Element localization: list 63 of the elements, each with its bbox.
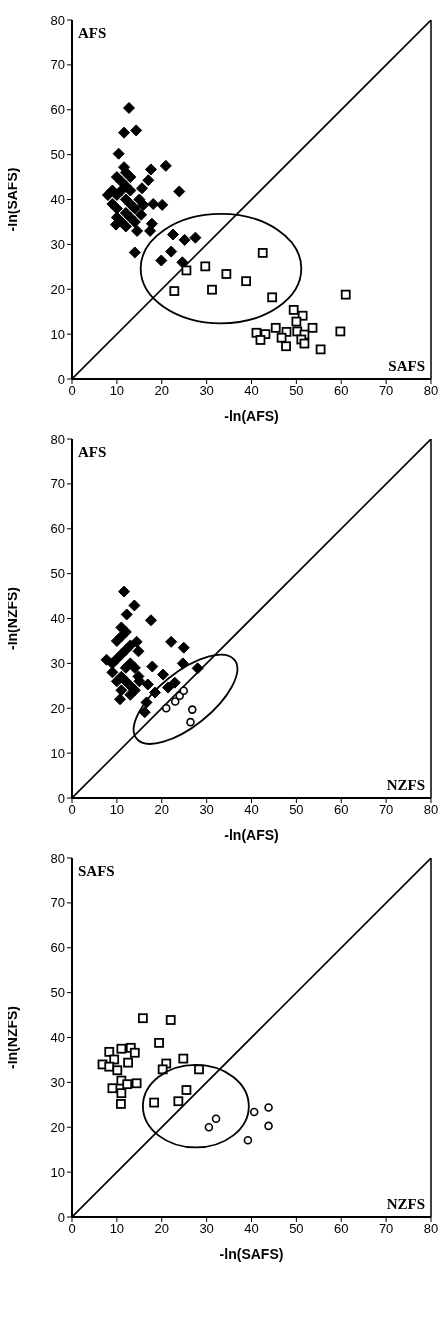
y-tick-label: 0 xyxy=(57,790,65,806)
y-tick-label: 40 xyxy=(50,192,65,208)
y-tick-label: 20 xyxy=(50,281,65,297)
x-tick-label: 70 xyxy=(378,383,394,399)
y-tick-label: 60 xyxy=(50,521,65,537)
y-tick-label: 10 xyxy=(50,745,65,761)
y-tick-label: 70 xyxy=(50,476,65,492)
y-tick-label: 30 xyxy=(50,236,65,252)
x-tick-label: 20 xyxy=(154,1221,169,1237)
x-tick-label: 30 xyxy=(199,1221,214,1237)
x-tick-label: 80 xyxy=(423,802,439,818)
x-tick-label: 40 xyxy=(244,383,259,399)
x-tick-label: 70 xyxy=(378,802,394,818)
x-tick-label: 40 xyxy=(244,1221,259,1237)
x-tick-label: 0 xyxy=(68,383,76,399)
y-tick-label: 30 xyxy=(50,1074,65,1090)
y-tick-label: 60 xyxy=(50,102,65,118)
x-tick-label: 70 xyxy=(378,1221,394,1237)
x-tick-label: 80 xyxy=(423,1221,439,1237)
y-tick-label: 50 xyxy=(50,566,65,582)
x-tick-label: 10 xyxy=(109,383,125,399)
x-tick-label: 50 xyxy=(289,383,304,399)
annotation: SAFS xyxy=(388,358,425,374)
y-tick-label: 40 xyxy=(50,611,65,627)
x-axis-title: -ln(AFS) xyxy=(224,827,279,843)
x-tick-label: 50 xyxy=(289,1221,304,1237)
x-tick-label: 30 xyxy=(199,802,214,818)
x-tick-label: 10 xyxy=(109,1221,125,1237)
annotation: AFS xyxy=(78,444,107,460)
x-tick-label: 0 xyxy=(68,1221,76,1237)
x-tick-label: 0 xyxy=(68,802,76,818)
y-tick-label: 0 xyxy=(57,371,65,387)
y-tick-label: 80 xyxy=(50,12,65,28)
x-tick-label: 60 xyxy=(334,383,349,399)
y-tick-label: 80 xyxy=(50,431,65,447)
y-tick-label: 50 xyxy=(50,147,65,163)
x-axis-title: -ln(AFS) xyxy=(224,408,279,424)
y-tick-label: 70 xyxy=(50,895,65,911)
x-tick-label: 50 xyxy=(289,802,304,818)
y-tick-label: 0 xyxy=(57,1209,65,1225)
x-tick-label: 10 xyxy=(109,802,125,818)
x-axis-title: -ln(SAFS) xyxy=(219,1246,284,1262)
annotation: SAFS xyxy=(78,863,115,879)
y-tick-label: 30 xyxy=(50,655,65,671)
x-tick-label: 40 xyxy=(244,802,259,818)
y-tick-label: 60 xyxy=(50,940,65,956)
x-tick-label: 20 xyxy=(154,802,169,818)
y-tick-label: 50 xyxy=(50,985,65,1001)
y-tick-label: 10 xyxy=(50,326,65,342)
x-tick-label: 30 xyxy=(199,383,214,399)
y-tick-label: 70 xyxy=(50,57,65,73)
annotation: NZFS xyxy=(386,777,425,793)
x-tick-label: 60 xyxy=(334,1221,349,1237)
annotation: AFS xyxy=(78,25,107,41)
y-tick-label: 20 xyxy=(50,1119,65,1135)
x-tick-label: 60 xyxy=(334,802,349,818)
y-tick-label: 40 xyxy=(50,1030,65,1046)
x-tick-label: 20 xyxy=(154,383,169,399)
x-tick-label: 80 xyxy=(423,383,439,399)
y-tick-label: 10 xyxy=(50,1164,65,1180)
y-tick-label: 80 xyxy=(50,850,65,866)
y-tick-label: 20 xyxy=(50,700,65,716)
annotation: NZFS xyxy=(386,1196,425,1212)
